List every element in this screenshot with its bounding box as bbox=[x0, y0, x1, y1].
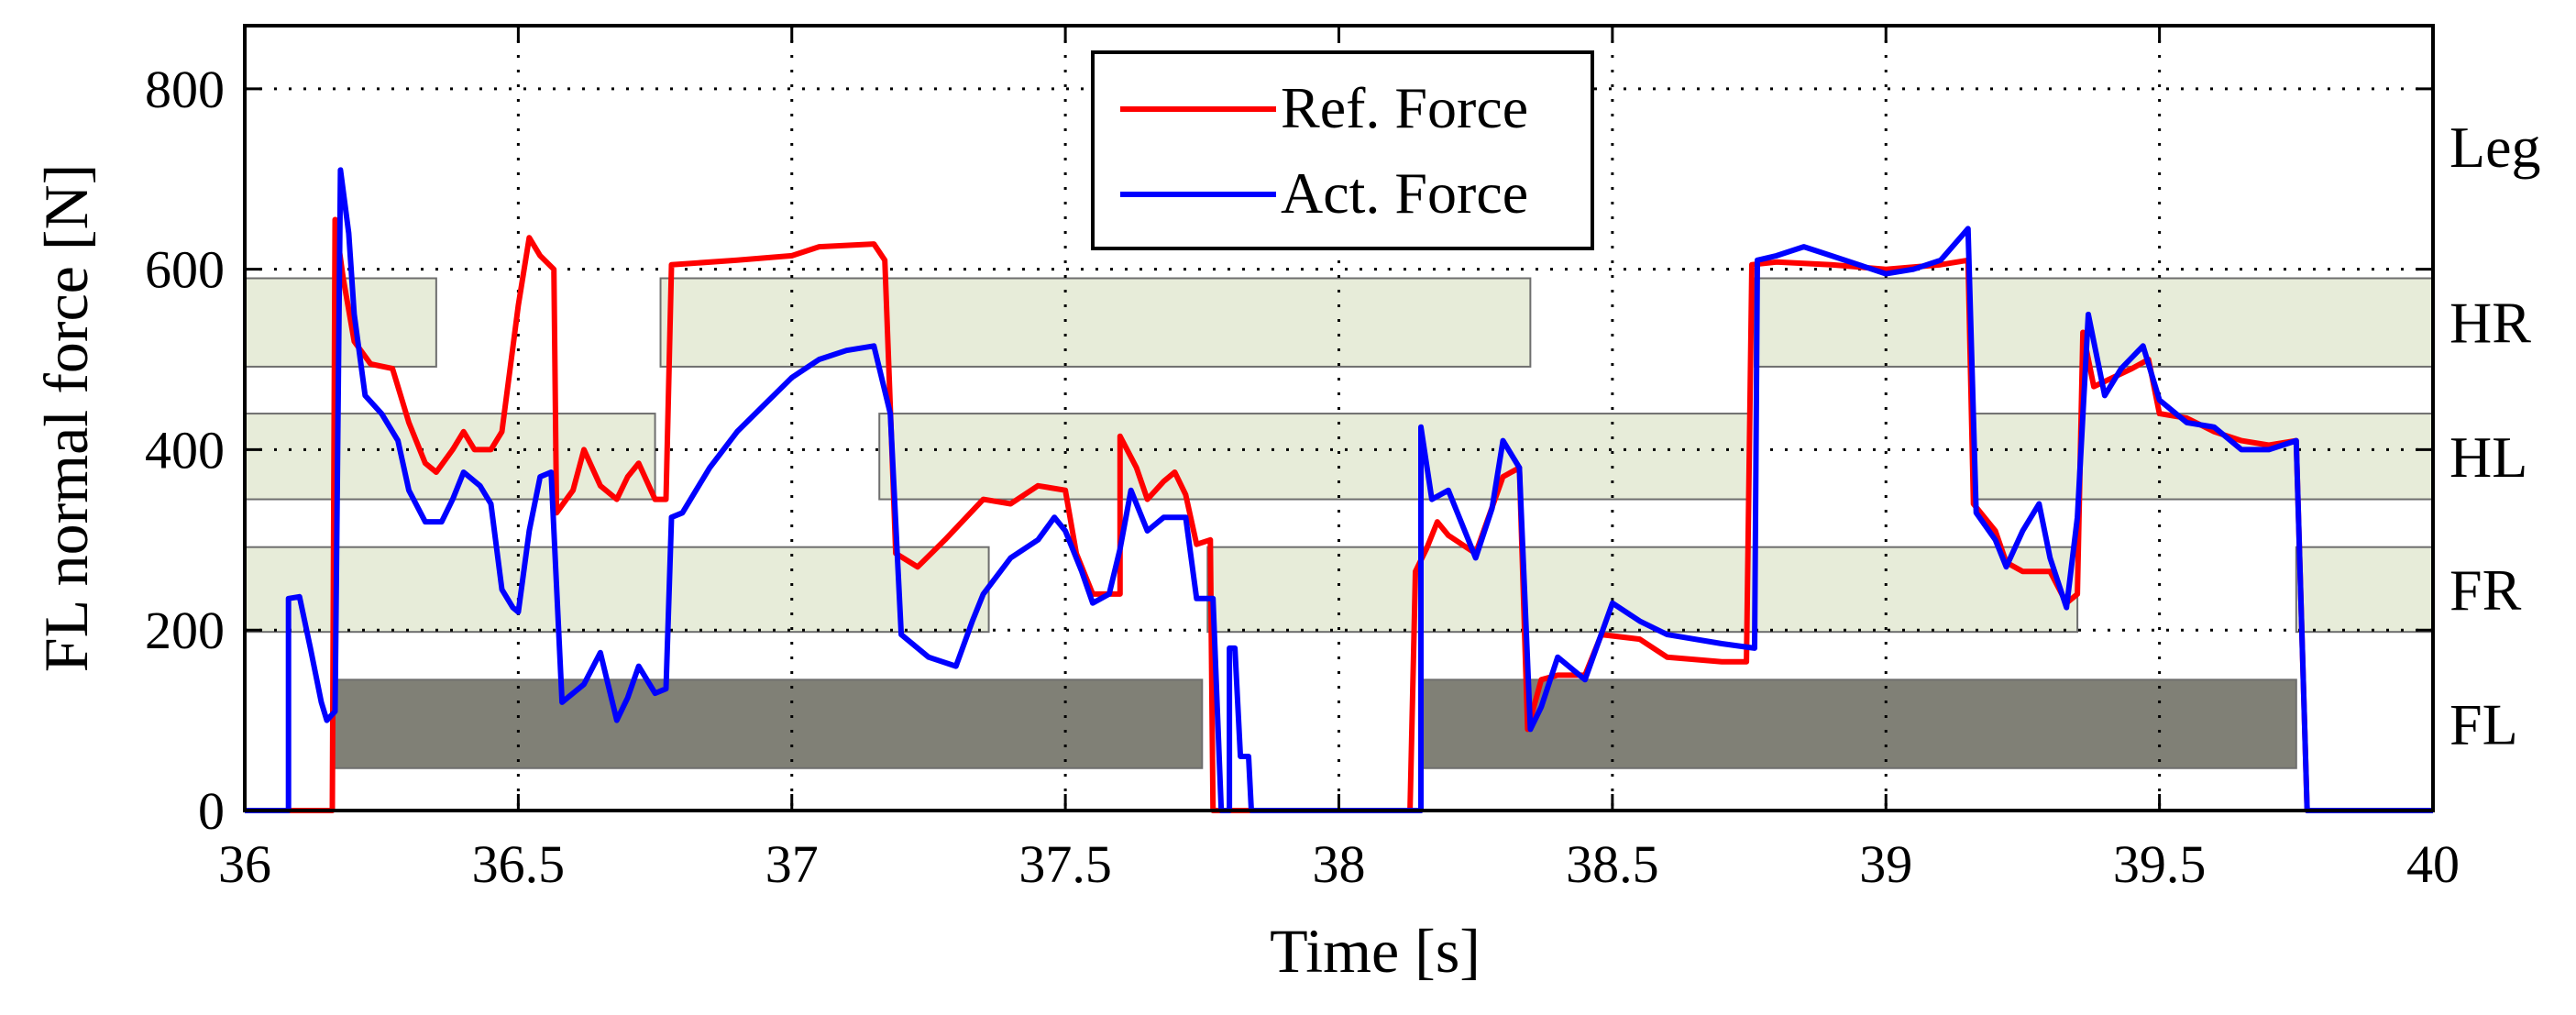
leg-labels: Leg HR HL FR FL bbox=[2449, 115, 2541, 757]
force-lines bbox=[245, 167, 2433, 813]
stance-bar-hr-1 bbox=[659, 277, 1532, 368]
series-line-ref-force bbox=[245, 216, 2433, 813]
x-tick-label-2: 37 bbox=[765, 834, 819, 894]
series-line-act-force bbox=[245, 167, 2433, 813]
legend: Ref. Force Act. Force bbox=[1091, 50, 1594, 250]
stance-bar-fr-0 bbox=[244, 546, 990, 634]
leg-label-hr: HR bbox=[2449, 291, 2531, 356]
x-tick-label-3: 37.5 bbox=[1018, 834, 1112, 894]
x-tick-label-1: 36.5 bbox=[472, 834, 566, 894]
leg-label-hl: HL bbox=[2449, 425, 2527, 490]
x-tick-label-0: 36 bbox=[218, 834, 271, 894]
leg-label-fr: FR bbox=[2449, 557, 2522, 623]
y-axis-label: FL normal force [N] bbox=[31, 164, 101, 673]
legend-box bbox=[1091, 50, 1594, 250]
y-tick-label-2: 400 bbox=[145, 420, 225, 480]
stance-bar-fl-0 bbox=[331, 679, 1204, 769]
legend-label-ref-force: Ref. Force bbox=[1281, 75, 1528, 140]
leg-axis-title: Leg bbox=[2449, 115, 2541, 180]
stance-bar-hl-1 bbox=[878, 413, 1751, 501]
stance-bar-fl-1 bbox=[1420, 679, 2297, 769]
stance-bar-hr-2 bbox=[1754, 277, 2434, 368]
x-tick-label-8: 40 bbox=[2406, 834, 2460, 894]
y-tick-label-1: 200 bbox=[145, 601, 225, 660]
stance-bar-fr-1 bbox=[1206, 546, 2079, 634]
x-tick-label-4: 38 bbox=[1313, 834, 1366, 894]
stance-bar-fr-2 bbox=[2295, 546, 2434, 634]
y-tick-label-4: 800 bbox=[145, 60, 225, 119]
x-tick-label-6: 39 bbox=[1859, 834, 1912, 894]
x-tick-label-7: 39.5 bbox=[2113, 834, 2207, 894]
x-axis-label: Time [s] bbox=[1270, 916, 1481, 986]
y-tick-label-3: 600 bbox=[145, 240, 225, 300]
leg-label-fl: FL bbox=[2449, 692, 2518, 757]
y-tick-label-0: 0 bbox=[198, 781, 225, 841]
x-tick-label-5: 38.5 bbox=[1566, 834, 1659, 894]
legend-label-act-force: Act. Force bbox=[1281, 160, 1528, 226]
